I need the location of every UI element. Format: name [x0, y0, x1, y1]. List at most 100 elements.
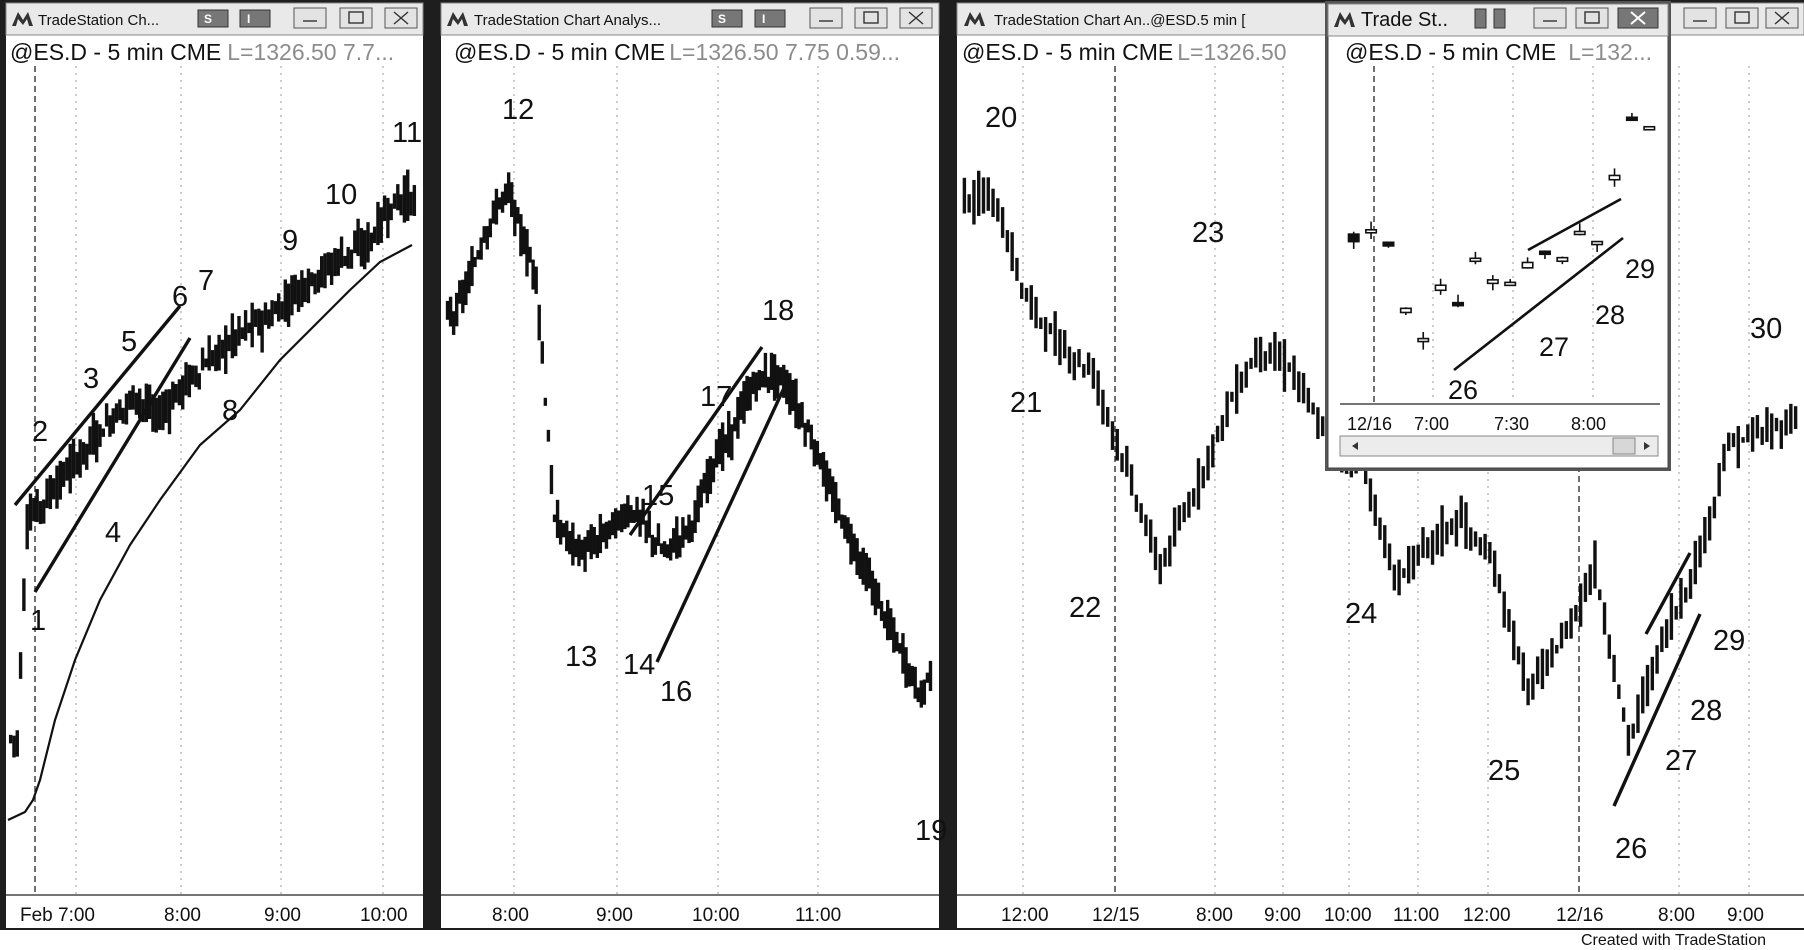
window-2-minimize-button[interactable] — [809, 7, 843, 29]
window-2-style-button[interactable] — [711, 9, 743, 28]
tradestation-logo-icon — [447, 12, 468, 26]
wave-count-label: 30 — [1750, 313, 1782, 345]
wave-count-label: 27 — [1665, 745, 1697, 777]
window-4-scroll-thumb[interactable] — [1612, 437, 1636, 455]
x-tick: 12/16 — [1556, 905, 1604, 926]
wave-count-label: 9 — [282, 225, 298, 257]
scroll-left-icon[interactable] — [1352, 442, 1358, 450]
candle-body — [1504, 281, 1517, 287]
wave-count-label: 3 — [83, 363, 99, 395]
moving-average-line — [7, 244, 413, 821]
window-1-title: TradeStation Ch... — [38, 12, 159, 29]
window-2-grid — [513, 66, 819, 894]
candle-body — [1469, 257, 1482, 263]
wave-count-label: 21 — [1010, 387, 1042, 419]
wave-count-label: 18 — [762, 295, 794, 327]
x-tick: 8:00 — [1658, 905, 1695, 926]
window-2-trendlines — [628, 346, 792, 663]
wave-count-label: 26 — [1448, 375, 1478, 405]
chart-window-2[interactable]: TradeStation Chart Analys... S I @ES.D -… — [440, 2, 947, 928]
wave-count-label: 6 — [172, 281, 188, 313]
window-4-scrollbar[interactable] — [1339, 435, 1659, 457]
window-1-minimize-button[interactable] — [293, 7, 327, 29]
candle-body — [1382, 241, 1395, 247]
window-4-body — [1327, 3, 1669, 469]
candle-body — [1556, 256, 1569, 263]
tradestation-logo-icon — [12, 12, 33, 26]
chart-window-4[interactable]: Trade St.. @ES.D - 5 min CME L=132... 262… — [1325, 1, 1671, 471]
window-2-quote-values: L=1326.50 7.75 0.59... — [669, 39, 900, 65]
candle-body — [1417, 337, 1430, 343]
candle-body — [1486, 279, 1499, 285]
wave-count-label: 24 — [1345, 598, 1377, 630]
wave-count-label: 7 — [198, 265, 214, 297]
x-tick: 8:00 — [492, 905, 529, 926]
window-3-quote-line: @ES.D - 5 min CME L=1326.50 — [962, 39, 1287, 65]
x-tick: 8:00 — [164, 905, 201, 926]
wave-count-label: 26 — [1615, 833, 1647, 865]
wave-count-label: 29 — [1713, 625, 1745, 657]
wave-count-label: 28 — [1690, 695, 1722, 727]
tradestation-logo-icon — [964, 12, 985, 26]
wave-count-label: 10 — [325, 179, 357, 211]
candle-body — [1625, 116, 1638, 122]
candle-body — [1365, 228, 1378, 234]
wave-count-label: 28 — [1595, 300, 1625, 330]
window-4-trendlines — [1453, 197, 1624, 372]
window-2-count-labels: 12 13 14 15 16 17 18 19 — [502, 94, 947, 847]
x-tick: 11:00 — [1393, 905, 1439, 926]
wave-count-label: 1 — [30, 605, 46, 637]
x-tick: 12/15 — [1092, 905, 1140, 926]
wave-count-label: 27 — [1539, 332, 1569, 362]
window-4-style-button[interactable] — [1474, 8, 1487, 29]
window-4-indicator-button[interactable] — [1493, 8, 1506, 29]
x-tick: 9:00 — [1727, 905, 1764, 926]
x-tick: 10:00 — [360, 905, 408, 926]
window-2-indicator-button[interactable] — [754, 9, 786, 28]
window-3-trendlines — [1612, 552, 1702, 807]
maximize-icon — [1734, 11, 1750, 24]
candle-body — [1452, 301, 1465, 307]
x-tick: 10:00 — [1324, 905, 1372, 926]
candle-body — [1591, 240, 1604, 246]
window-1-quote-line: @ES.D - 5 min CME L=1326.50 7.7... — [10, 39, 394, 65]
window-1-maximize-button[interactable] — [339, 7, 373, 29]
wave-count-label: 5 — [121, 326, 137, 358]
x-tick: 8:00 — [1196, 905, 1233, 926]
window-1-trendlines — [13, 304, 192, 593]
window-1-style-button-label: S — [204, 12, 212, 26]
window-1-symbol: @ES.D - 5 min CME — [10, 39, 221, 65]
footer-credit: Created with TradeStation — [1581, 932, 1766, 949]
chart-window-1[interactable]: TradeStation Ch... S I @ES.D - 5 min CME… — [5, 2, 424, 928]
window-2-title: TradeStation Chart Analys... — [474, 12, 661, 29]
window-4-minimize-button[interactable] — [1533, 7, 1567, 29]
wave-count-label: 8 — [222, 395, 238, 427]
window-4-maximize-button[interactable] — [1575, 7, 1609, 29]
x-tick: 12:00 — [1001, 905, 1049, 926]
x-tick: Feb 7:00 — [20, 905, 95, 926]
window-3-grid — [1022, 66, 1750, 894]
candle-body — [1434, 284, 1447, 292]
x-tick: 9:00 — [596, 905, 633, 926]
window-3-quote-values: L=1326.50 — [1177, 39, 1286, 65]
candle-body — [1521, 261, 1534, 269]
window-2-indicator-button-label: I — [762, 12, 765, 26]
scroll-right-icon[interactable] — [1644, 442, 1650, 450]
tradestation-logo-icon — [1334, 12, 1355, 27]
wave-count-label: 29 — [1625, 254, 1655, 284]
window-4-candles — [1347, 112, 1656, 350]
candle-body — [1643, 125, 1656, 131]
window-3-minimize-button[interactable] — [1683, 7, 1717, 29]
window-1-style-button[interactable] — [197, 9, 229, 28]
window-3-maximize-button[interactable] — [1725, 7, 1759, 29]
window-1-indicator-button[interactable] — [239, 9, 271, 28]
window-4-symbol: @ES.D - 5 min CME — [1345, 39, 1556, 65]
window-2-style-button-label: S — [718, 12, 726, 26]
wave-count-label: 14 — [623, 649, 655, 681]
window-2-maximize-button[interactable] — [854, 7, 888, 29]
window-4-grid — [1432, 66, 1594, 402]
candle-body — [1608, 174, 1621, 181]
x-tick: 11:00 — [795, 905, 841, 926]
